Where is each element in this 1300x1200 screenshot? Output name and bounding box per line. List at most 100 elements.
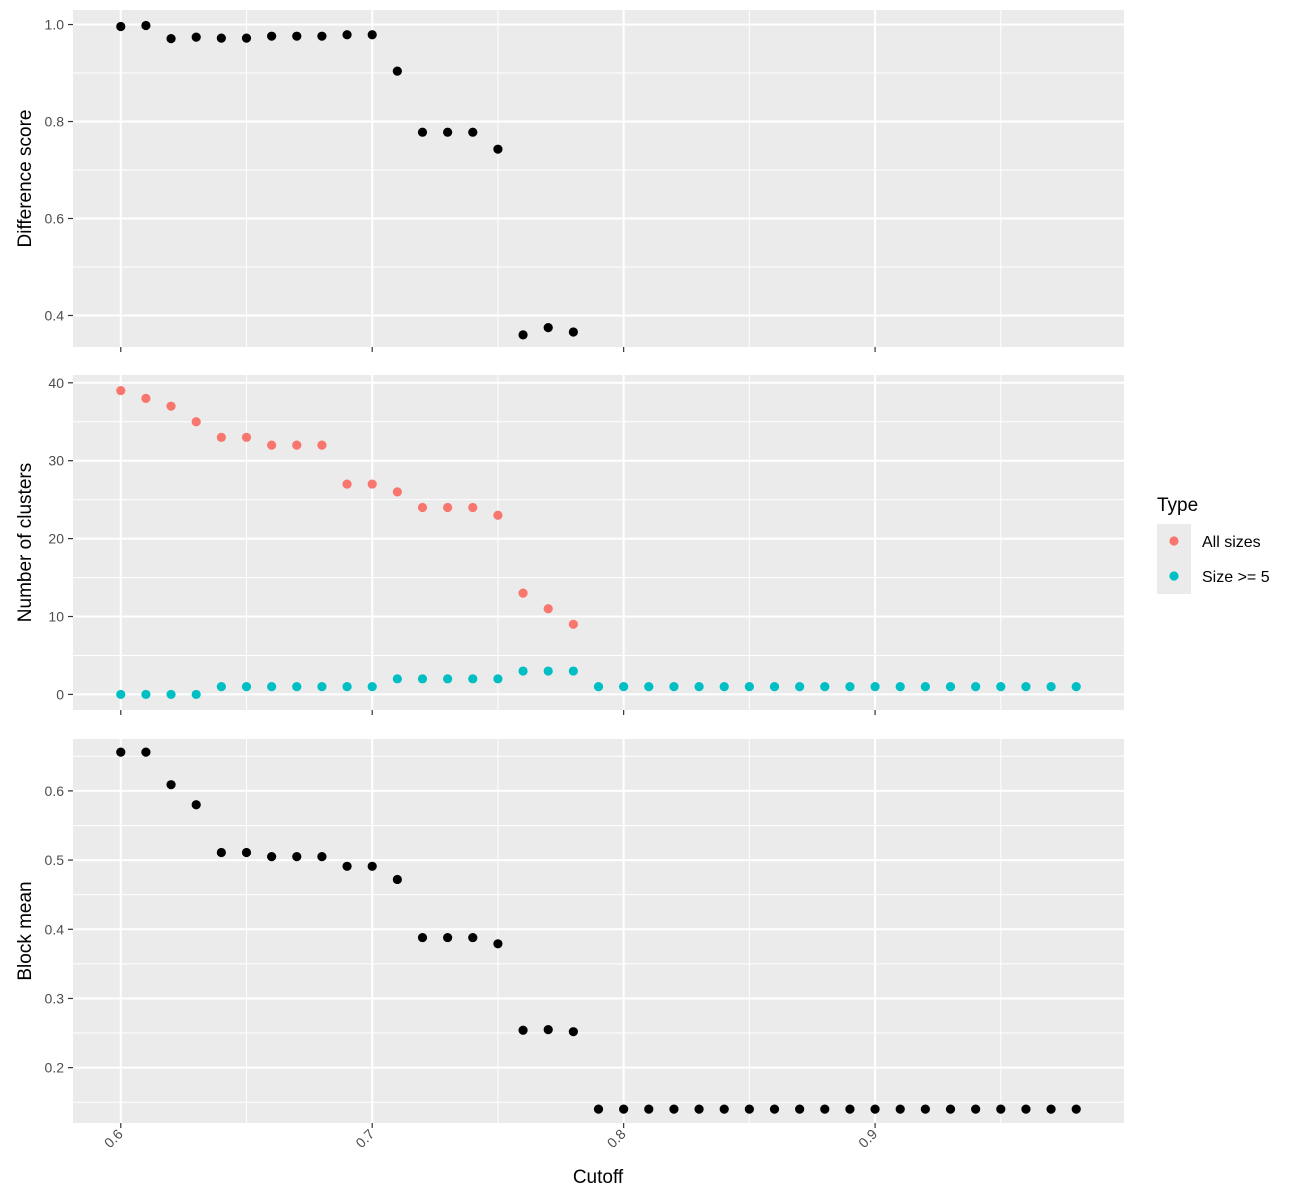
- x-tick-label: 0.9: [855, 1126, 880, 1151]
- y-tick-label: 30: [48, 453, 64, 469]
- legend-entries: All sizes Size >= 5: [1169, 534, 1270, 586]
- data-point: [543, 604, 553, 614]
- y-tick-label: 0.6: [45, 211, 65, 227]
- data-point: [166, 689, 176, 700]
- data-point: [996, 1104, 1006, 1114]
- data-point: [619, 1104, 629, 1114]
- data-point: [920, 1104, 930, 1114]
- x-tick-label: 0.8: [604, 1126, 629, 1151]
- data-point: [267, 31, 277, 41]
- data-point: [845, 1104, 855, 1114]
- data-point: [417, 127, 428, 137]
- data-point: [166, 34, 176, 44]
- data-point: [468, 127, 478, 137]
- data-point: [719, 1104, 729, 1114]
- data-point: [292, 440, 302, 450]
- data-point: [870, 1104, 880, 1114]
- data-point: [744, 1104, 754, 1114]
- data-point: [895, 1104, 905, 1114]
- data-point: [920, 682, 930, 692]
- data-point: [568, 327, 578, 337]
- legend-key: [1169, 536, 1179, 546]
- panel-background: [73, 739, 1124, 1123]
- data-point: [267, 440, 277, 450]
- series-1: [116, 385, 578, 629]
- data-point: [1021, 682, 1031, 692]
- data-point: [870, 682, 880, 692]
- data-point: [166, 780, 176, 790]
- data-point: [543, 666, 553, 676]
- data-point: [342, 479, 352, 489]
- data-point: [191, 689, 201, 700]
- data-point: [644, 1104, 654, 1114]
- series-1: [116, 20, 578, 340]
- data-point: [267, 682, 277, 692]
- data-point: [568, 1027, 578, 1037]
- y-tick-label: 1.0: [45, 17, 65, 33]
- data-point: [669, 682, 679, 692]
- data-point: [1046, 1104, 1056, 1114]
- data-point: [493, 144, 503, 154]
- data-point: [719, 682, 729, 692]
- data-point: [392, 674, 402, 684]
- data-point: [141, 20, 151, 31]
- series-1: [116, 747, 1081, 1114]
- data-point: [493, 674, 503, 684]
- data-point: [367, 682, 377, 692]
- data-point: [342, 30, 352, 40]
- data-point: [1071, 682, 1081, 692]
- data-point: [568, 619, 578, 629]
- y-axis-title: Difference score: [15, 110, 36, 248]
- data-point: [367, 861, 377, 871]
- data-point: [795, 1104, 805, 1114]
- data-point: [216, 682, 226, 692]
- legend-label: All sizes: [1202, 534, 1261, 551]
- data-point: [342, 682, 352, 692]
- y-axis-title: Number of clusters: [15, 463, 36, 622]
- data-point: [317, 440, 327, 450]
- data-point: [769, 1104, 780, 1114]
- data-point: [568, 666, 578, 676]
- data-point: [593, 682, 604, 692]
- data-point: [241, 847, 252, 858]
- legend-title: Type: [1157, 495, 1198, 516]
- data-point: [945, 1104, 956, 1114]
- data-point: [241, 432, 252, 442]
- legend-label: Size >= 5: [1202, 569, 1270, 586]
- data-point: [216, 847, 226, 858]
- data-point: [443, 502, 453, 513]
- data-point: [996, 682, 1006, 692]
- data-point: [367, 479, 377, 489]
- data-point: [468, 674, 478, 684]
- data-point: [971, 1104, 981, 1114]
- y-tick-label: 10: [48, 609, 64, 625]
- data-point: [241, 682, 252, 692]
- data-point: [216, 432, 226, 442]
- data-point: [191, 32, 201, 42]
- legend-key-background: [1157, 524, 1191, 594]
- panel-background: [73, 375, 1124, 710]
- y-axis-title: Block mean: [15, 881, 36, 980]
- data-point: [1071, 1104, 1081, 1114]
- data-point: [342, 861, 352, 871]
- data-point: [116, 689, 126, 700]
- data-point: [141, 747, 151, 757]
- y-tick-label: 0.6: [45, 783, 65, 799]
- data-point: [166, 401, 176, 411]
- x-tick-label: 0.7: [352, 1126, 377, 1151]
- data-point: [468, 932, 478, 943]
- data-point: [317, 682, 327, 692]
- data-point: [216, 33, 226, 43]
- panel-background: [73, 10, 1124, 347]
- data-point: [493, 510, 503, 520]
- y-tick-label: 0.5: [45, 852, 65, 868]
- data-point: [744, 682, 754, 692]
- data-point: [292, 31, 302, 41]
- data-point: [443, 932, 453, 943]
- x-tick-label: 0.6: [101, 1126, 126, 1151]
- data-point: [543, 323, 553, 333]
- data-point: [141, 689, 151, 700]
- data-point: [971, 682, 981, 692]
- data-point: [945, 682, 956, 692]
